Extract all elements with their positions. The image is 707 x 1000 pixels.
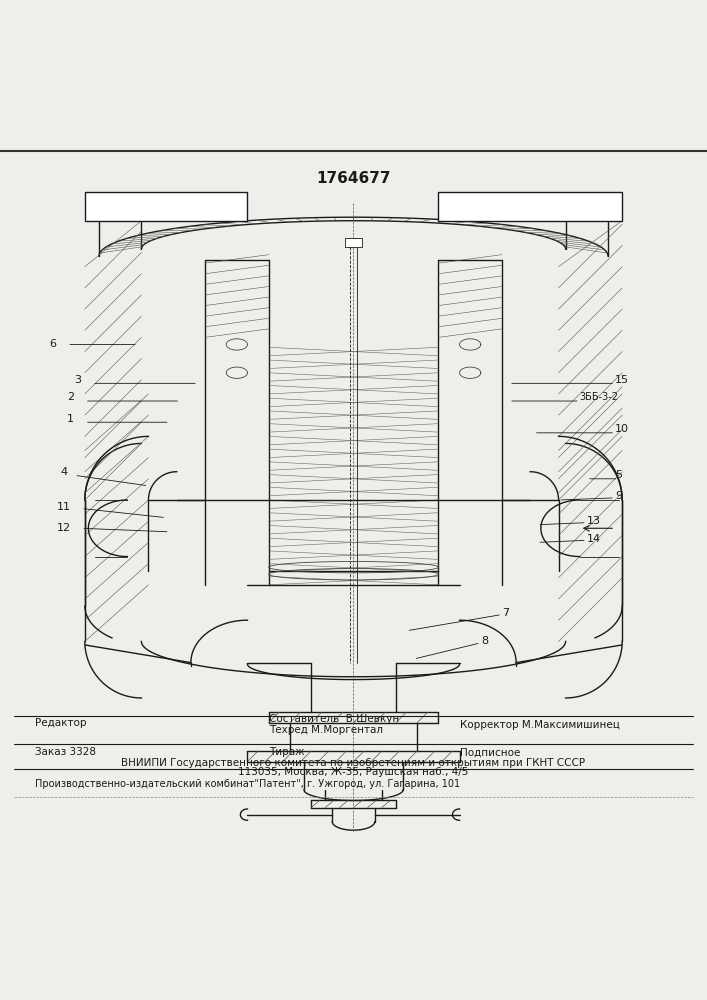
Text: 1: 1 <box>67 414 74 424</box>
Text: 13: 13 <box>587 516 601 526</box>
Text: Производственно-издательский комбинат"Патент", г. Ужгород, ул. Гагарина, 101: Производственно-издательский комбинат"Па… <box>35 779 460 789</box>
Text: Составитель  В.Шевкун: Составитель В.Шевкун <box>269 714 399 724</box>
Text: 3ББ-3-2: 3ББ-3-2 <box>580 392 619 402</box>
Bar <box>345 238 362 247</box>
Text: 4: 4 <box>60 467 67 477</box>
Text: 6: 6 <box>49 339 57 349</box>
Text: Техред М.Моргентал: Техред М.Моргентал <box>269 725 382 735</box>
Text: 113035, Москва, Ж-35, Раушская наб., 4/5: 113035, Москва, Ж-35, Раушская наб., 4/5 <box>238 767 469 777</box>
Text: Заказ 3328: Заказ 3328 <box>35 747 96 757</box>
Text: ВНИИПИ Государственного комитета по изобретениям и открытиям при ГКНТ СССР: ВНИИПИ Государственного комитета по изоб… <box>122 758 585 768</box>
Text: 12: 12 <box>57 523 71 533</box>
Text: 8: 8 <box>481 636 488 646</box>
Text: 7: 7 <box>502 608 509 618</box>
Text: 3: 3 <box>74 375 81 385</box>
Polygon shape <box>85 192 247 221</box>
Text: Тираж: Тираж <box>269 747 304 757</box>
Text: 10: 10 <box>615 424 629 434</box>
Text: 11: 11 <box>57 502 71 512</box>
Text: 9: 9 <box>615 491 622 501</box>
Polygon shape <box>438 192 622 221</box>
Text: Подписное: Подписное <box>460 747 520 757</box>
Text: 5: 5 <box>615 470 622 480</box>
Text: Редактор: Редактор <box>35 718 87 728</box>
Text: 15: 15 <box>615 375 629 385</box>
Text: 14: 14 <box>587 534 601 544</box>
Text: 2: 2 <box>67 392 74 402</box>
Text: 1764677: 1764677 <box>316 171 391 186</box>
Text: Корректор М.Максимишинец: Корректор М.Максимишинец <box>460 720 619 730</box>
